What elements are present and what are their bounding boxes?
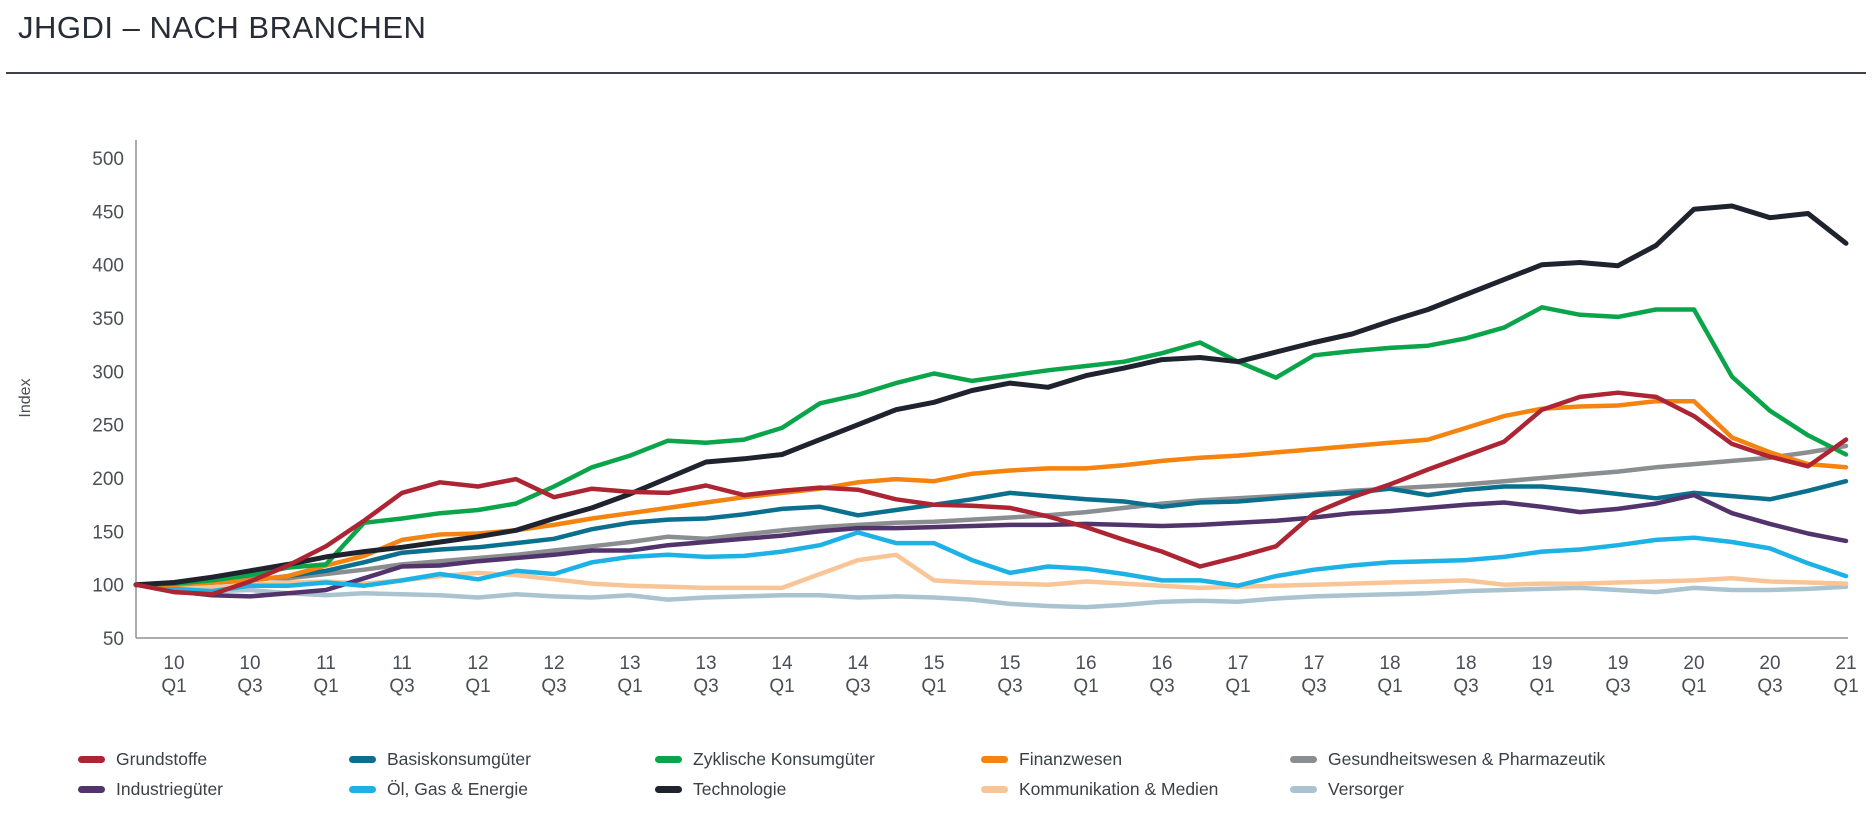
x-tick-label: 13 Q1 (617, 653, 642, 697)
y-tick-label: 400 (92, 256, 124, 277)
legend-label-gesundheitswesen-pharmazeutik: Gesundheitswesen & Pharmazeutik (1328, 748, 1606, 769)
chart-legend: Grundstoffe Industriegüter Basiskonsumgüte… (78, 744, 1605, 804)
legend-label-industrieguerter: Industriegüter (116, 778, 224, 799)
y-tick-label: 300 (92, 362, 124, 383)
series-line-oel-gas-energie (133, 530, 1849, 594)
legend-swatch-kommunikation-medien (981, 785, 1008, 793)
x-tick-label: 11 Q3 (389, 653, 414, 697)
x-tick-label: 10 Q3 (237, 653, 262, 697)
header: JHGDI – NACH BRANCHEN (18, 10, 1866, 46)
legend-item-basiskonsumgueter: Basiskonsumgüter (349, 749, 655, 770)
x-tick-label: 16 Q1 (1073, 653, 1098, 697)
legend-item-zyklische-konsumgueter: Zyklische Konsumgüter (655, 749, 981, 770)
x-tick-label: 17 Q3 (1301, 653, 1326, 697)
legend-swatch-oel-gas-energie (349, 785, 376, 793)
legend-label-grundstoffe: Grundstoffe (116, 748, 208, 769)
x-tick-label: 14 Q1 (769, 653, 794, 697)
legend-label-kommunikation-medien: Kommunikation & Medien (1019, 778, 1219, 799)
y-tick-label: 100 (92, 576, 124, 597)
series-line-versorger (133, 582, 1849, 610)
legend-swatch-versorger (1290, 785, 1317, 793)
x-tick-label: 19 Q3 (1605, 653, 1630, 697)
x-tick-label: 10 Q1 (161, 653, 186, 697)
legend-label-oel-gas-energie: Öl, Gas & Energie (387, 778, 529, 799)
x-tick-label: 12 Q1 (465, 653, 490, 697)
legend-label-finanzwesen: Finanzwesen (1019, 748, 1123, 769)
x-tick-label: 18 Q3 (1453, 653, 1478, 697)
legend-item-finanzwesen: Finanzwesen (981, 749, 1290, 770)
y-tick-label: 350 (92, 309, 124, 330)
legend-swatch-gesundheitswesen-pharmazeutik (1290, 755, 1317, 763)
y-tick-label: 150 (92, 522, 124, 543)
legend-label-versorger: Versorger (1328, 778, 1404, 799)
series-line-technologie (133, 203, 1849, 588)
x-tick-label: 16 Q3 (1149, 653, 1174, 697)
x-tick-label: 18 Q1 (1377, 653, 1402, 697)
series-line-industrieguerter (133, 492, 1849, 599)
legend-swatch-finanzwesen (981, 755, 1008, 763)
legend-label-basiskonsumgueter: Basiskonsumgüter (387, 748, 531, 769)
series-line-finanzwesen (133, 398, 1849, 587)
series-line-gesundheitswesen-pharmazeutik (133, 443, 1849, 587)
series-line-grundstoffe (133, 390, 1849, 597)
legend-item-industrieguerter: Industriegüter (78, 779, 349, 800)
y-tick-label: 200 (92, 469, 124, 490)
page-title: JHGDI – NACH BRANCHEN (18, 10, 427, 45)
x-tick-label: 21 Q1 (1833, 653, 1858, 697)
x-tick-label: 13 Q3 (693, 653, 718, 697)
legend-label-zyklische-konsumgueter: Zyklische Konsumgüter (693, 748, 875, 769)
x-tick-label: 17 Q1 (1225, 653, 1250, 697)
x-tick-label: 11 Q1 (313, 653, 338, 697)
legend-item-gesundheitswesen-pharmazeutik: Gesundheitswesen & Pharmazeutik (1290, 749, 1605, 770)
legend-label-technologie: Technologie (693, 778, 787, 799)
x-tick-label: 14 Q3 (845, 653, 870, 697)
x-tick-label: 20 Q1 (1681, 653, 1706, 697)
series-line-basiskonsumgueter (133, 478, 1849, 587)
legend-swatch-industrieguerter (78, 785, 105, 793)
x-tick-label: 19 Q1 (1529, 653, 1554, 697)
x-tick-label: 15 Q1 (921, 653, 946, 697)
y-tick-label: 500 (92, 149, 124, 170)
legend-item-versorger: Versorger (1290, 779, 1605, 800)
y-tick-label: 250 (92, 416, 124, 437)
y-tick-label: 450 (92, 202, 124, 223)
legend-item-technologie: Technologie (655, 779, 981, 800)
legend-swatch-basiskonsumgueter (349, 755, 376, 763)
x-tick-label: 12 Q3 (541, 653, 566, 697)
legend-swatch-grundstoffe (78, 755, 105, 763)
series-line-zyklische-konsumgueter (133, 305, 1849, 587)
y-tick-label: 50 (103, 629, 124, 650)
legend-item-oel-gas-energie: Öl, Gas & Energie (349, 779, 655, 800)
legend-item-grundstoffe: Grundstoffe (78, 749, 349, 770)
y-axis-title: Index (17, 378, 34, 417)
title-underline (6, 72, 1866, 74)
legend-swatch-zyklische-konsumgueter (655, 755, 682, 763)
x-tick-label: 15 Q3 (997, 653, 1022, 697)
x-tick-label: 20 Q3 (1757, 653, 1782, 697)
legend-swatch-technologie (655, 785, 682, 793)
legend-item-kommunikation-medien: Kommunikation & Medien (981, 779, 1290, 800)
